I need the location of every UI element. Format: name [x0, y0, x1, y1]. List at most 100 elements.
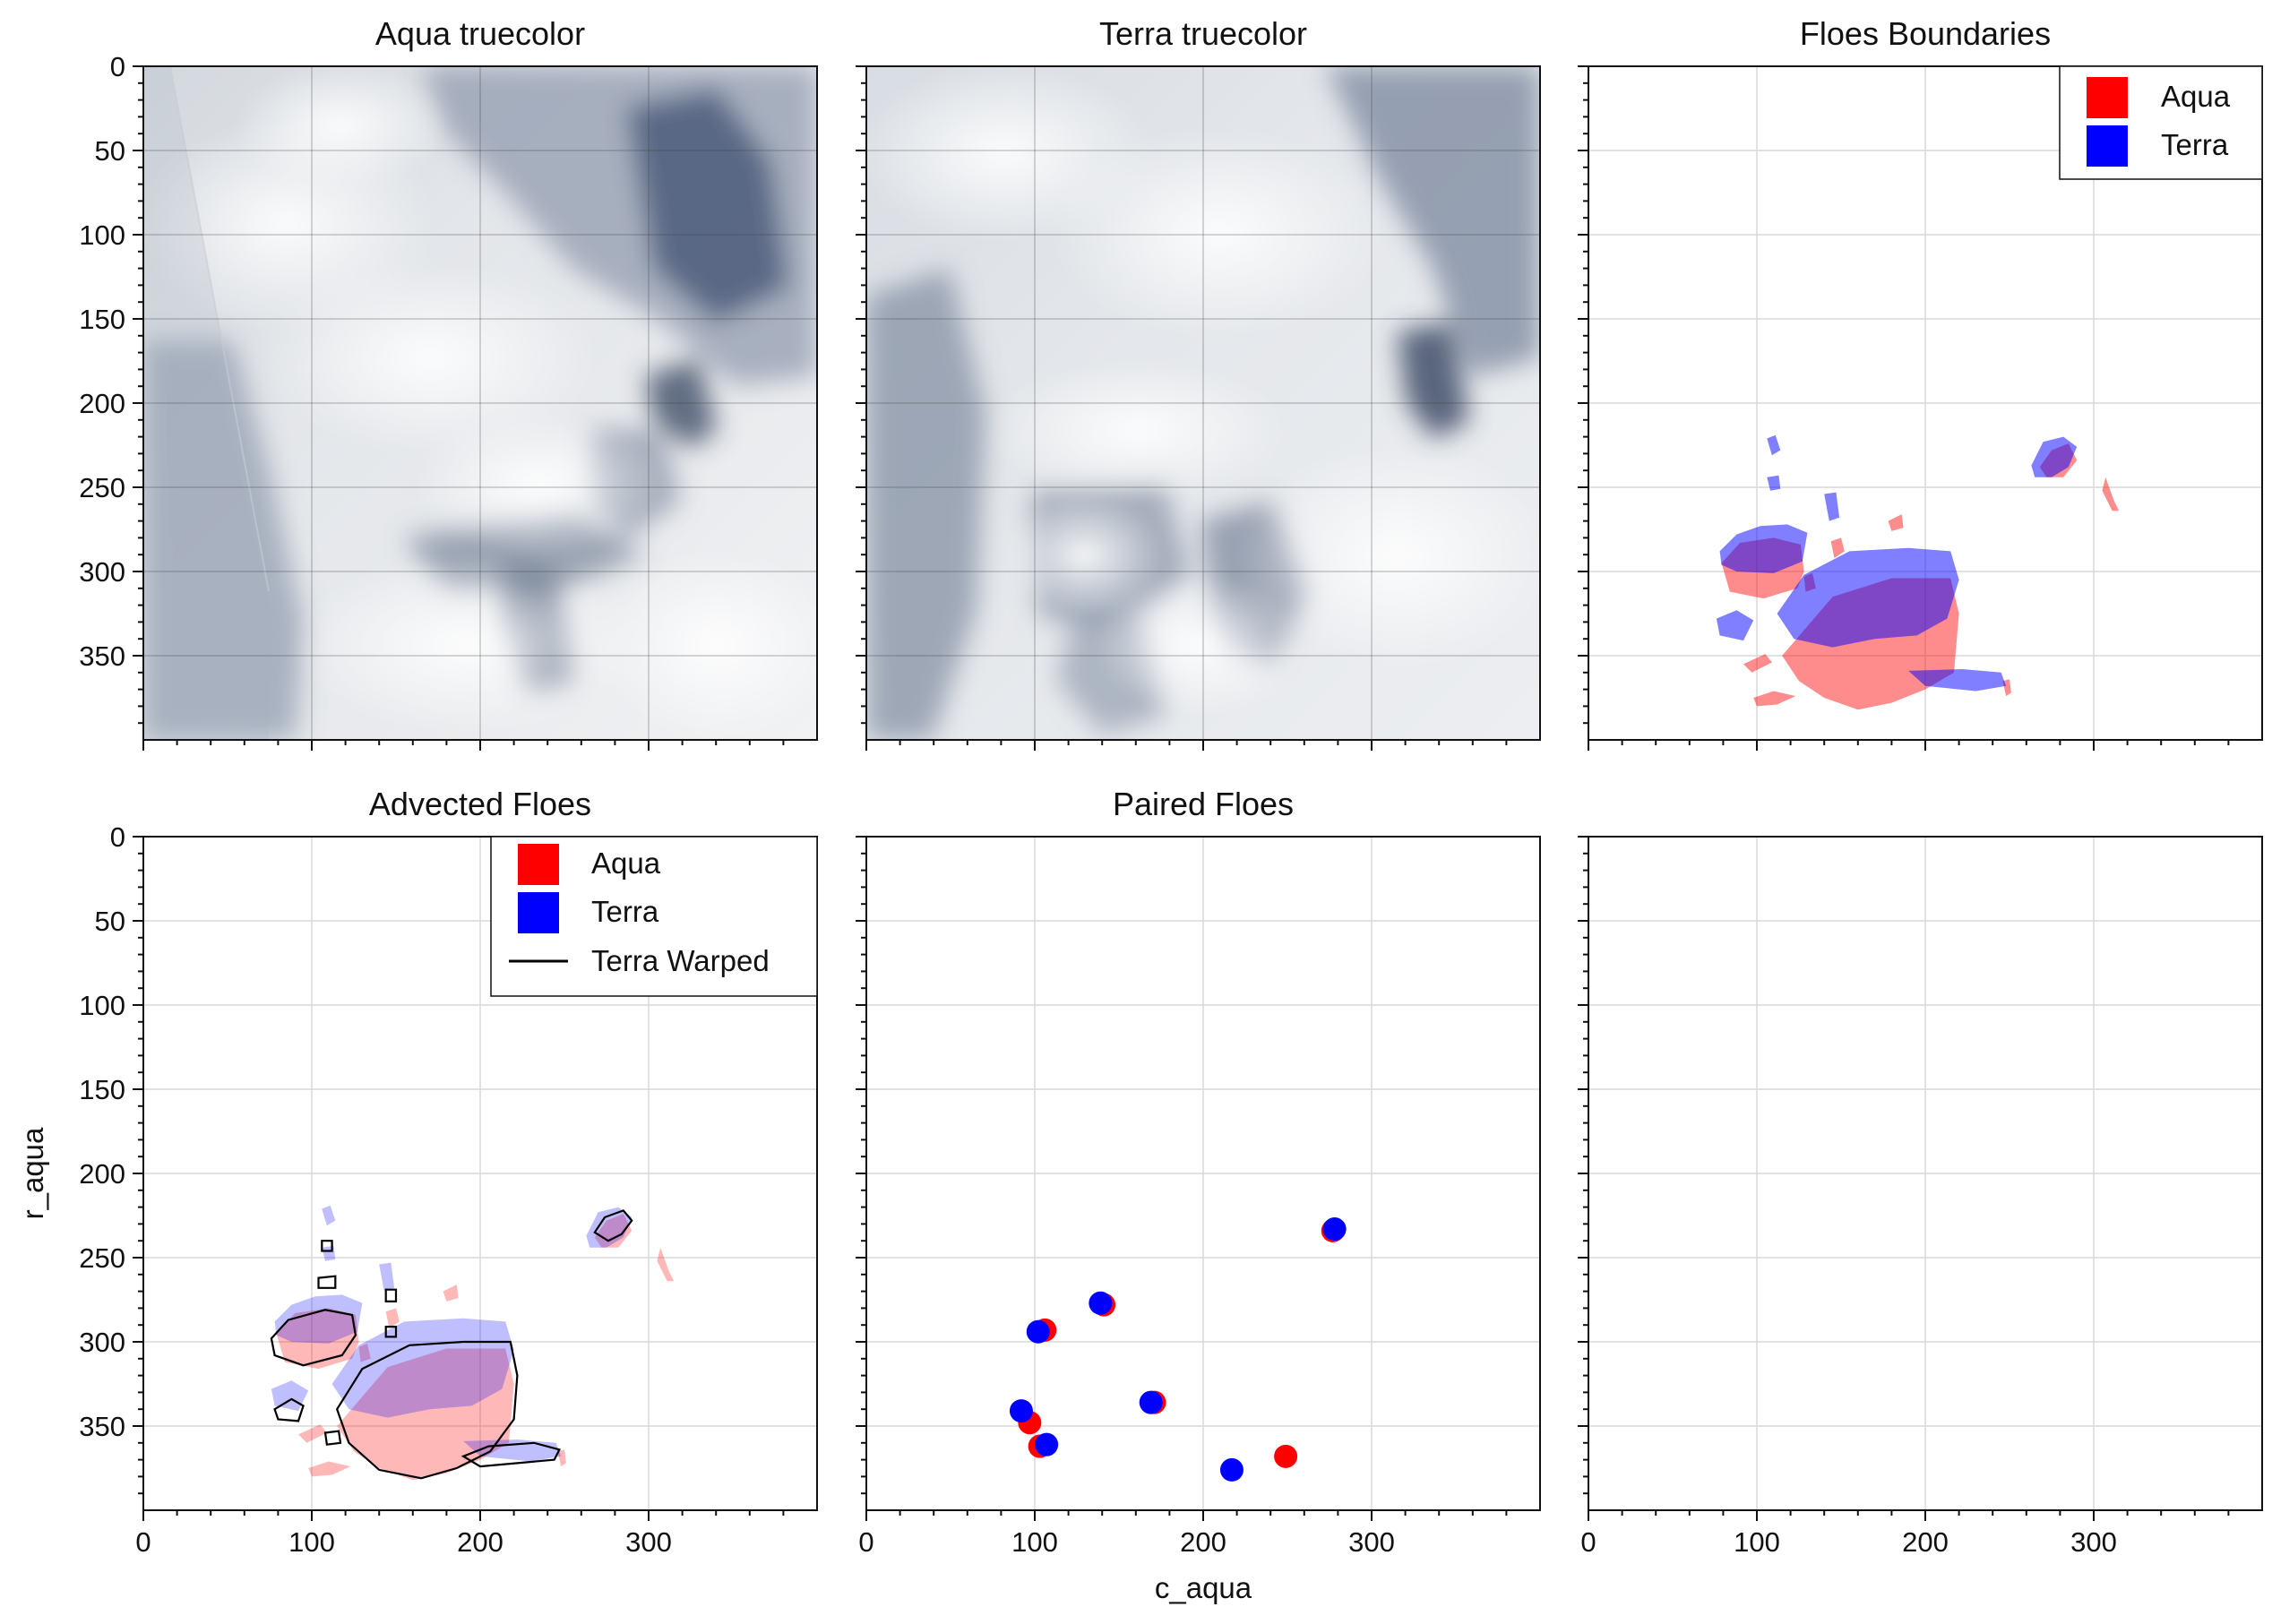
terra-floe-point [1089, 1291, 1113, 1315]
terra-floe-mask [274, 1294, 363, 1344]
terra-floe-mask [331, 1318, 514, 1418]
terra-floe-mask [1719, 524, 1808, 573]
aqua-floe-mask [1888, 514, 1904, 531]
aqua-floe-mask [1830, 537, 1845, 558]
panel-title: Advected Floes [369, 786, 591, 822]
legend-label-terra-warped: Terra Warped [591, 944, 770, 977]
terra-warped-outline [384, 1325, 398, 1338]
advected-floes-legend: Aqua Terra Terra Warped [490, 836, 818, 997]
x-tick-label: 100 [1734, 1526, 1780, 1558]
aqua-floe-mask [1743, 654, 1772, 673]
y-tick-label: 0 [110, 821, 125, 853]
terra-warped-outline [384, 1288, 398, 1303]
panel-terra-truecolor: Terra truecolor [856, 15, 1541, 751]
panel-title: Terra truecolor [1099, 15, 1307, 52]
panel-floes-boundaries: Floes Boundaries Aqua Terra [1578, 15, 2263, 751]
terra-floe-mask [1767, 434, 1781, 456]
terra-floe-mask [1824, 492, 1840, 521]
x-tick-label: 300 [2070, 1526, 2117, 1558]
terra-warped-outline [273, 1397, 305, 1422]
terra-truecolor-ticks [856, 65, 1508, 751]
terra-truecolor-grid [866, 66, 1540, 740]
panel-aqua-truecolor: 0 50 100 150 200 250 300 350 Aqua truecolor [79, 15, 818, 751]
x-tick-label: 200 [457, 1526, 503, 1558]
x-tick-label: 200 [1902, 1526, 1949, 1558]
y-tick-label: 350 [79, 640, 125, 672]
y-tick-label: 100 [79, 990, 125, 1021]
terra-floe-mask [2031, 436, 2078, 477]
aqua-floe-mask [298, 1424, 327, 1443]
legend-label-terra: Terra [591, 895, 659, 928]
legend-swatch-aqua [518, 844, 559, 885]
y-tick-label: 50 [95, 906, 125, 937]
y-tick-label: 300 [79, 1327, 125, 1358]
terra-floe-point [1026, 1319, 1050, 1344]
legend-label-aqua: Aqua [2161, 80, 2231, 113]
y-tick-label: 100 [79, 219, 125, 251]
terra-floe-mask [379, 1262, 395, 1292]
aqua-floe-mask [657, 1247, 675, 1282]
terra-floe-mask [1767, 475, 1781, 491]
terra-floe-mask [1777, 547, 1959, 648]
terra-floe-point [1322, 1217, 1347, 1242]
terra-warped-outline [335, 1340, 519, 1480]
legend-label-terra: Terra [2161, 128, 2229, 161]
aqua-floe-point [1274, 1444, 1298, 1468]
panel-title: Floes Boundaries [1800, 15, 2051, 52]
terra-truecolor-image [866, 66, 1540, 740]
terra-floe-mask [1716, 610, 1754, 641]
advected-floes-ticks: 0 50 100 150 200 250 300 350 0 100 200 300 [79, 821, 785, 1558]
x-axis-label: c_aqua [1155, 1571, 1252, 1604]
terra-warped-outline [317, 1275, 337, 1289]
terra-warped-outline [270, 1309, 357, 1367]
aqua-floe-mask [557, 1449, 566, 1467]
advected-floes-masks [270, 1205, 675, 1481]
y-tick-label: 150 [79, 1074, 125, 1105]
aqua-floe-mask [358, 1343, 371, 1362]
legend-swatch-terra [2087, 125, 2128, 167]
legend-label-aqua: Aqua [591, 846, 661, 880]
panel-title: Paired Floes [1113, 786, 1294, 822]
terra-floe-point [1009, 1399, 1033, 1423]
terra-warped-outline [323, 1430, 342, 1446]
aqua-floe-mask [2102, 477, 2120, 511]
y-tick-label: 0 [110, 51, 125, 82]
aqua-truecolor-grid [143, 66, 817, 740]
aqua-floe-mask [337, 1348, 514, 1481]
terra-warped-outline [593, 1209, 633, 1242]
aqua-floe-mask [308, 1461, 351, 1477]
y-tick-label: 250 [79, 1242, 125, 1274]
aqua-truecolor-image [143, 66, 817, 740]
y-tick-label: 200 [79, 1158, 125, 1190]
x-tick-label: 0 [135, 1526, 151, 1558]
legend-swatch-terra [518, 892, 559, 933]
terra-floe-point [1139, 1390, 1163, 1414]
aqua-truecolor-ticks: 0 50 100 150 200 250 300 350 [79, 51, 785, 751]
terra-floe-mask [322, 1205, 336, 1226]
floes-boundaries-ticks [1578, 65, 2230, 751]
paired-floes-ticks: 0 100 200 300 [856, 836, 1508, 1558]
x-tick-label: 0 [858, 1526, 874, 1558]
terra-floe-point [1035, 1432, 1059, 1456]
empty-panel-grid [1588, 837, 2262, 1510]
terra-warped-outline [321, 1240, 333, 1252]
y-axis-label: r_aqua [16, 1127, 49, 1219]
aqua-floe-mask [443, 1285, 459, 1302]
x-tick-label: 300 [1348, 1526, 1395, 1558]
y-tick-label: 150 [79, 304, 125, 335]
x-tick-label: 200 [1180, 1526, 1226, 1558]
terra-floe-mask [463, 1439, 562, 1462]
y-tick-label: 50 [95, 135, 125, 167]
floes-boundaries-masks [1716, 434, 2120, 710]
y-tick-label: 300 [79, 556, 125, 588]
legend-swatch-aqua [2087, 77, 2128, 118]
panel-title: Aqua truecolor [375, 15, 585, 52]
y-tick-label: 200 [79, 388, 125, 419]
x-tick-label: 0 [1580, 1526, 1596, 1558]
y-tick-label: 250 [79, 472, 125, 503]
paired-floes-grid [866, 837, 1540, 1510]
terra-floe-mask [1908, 669, 2007, 692]
aqua-floe-mask [276, 1308, 359, 1370]
panel-paired-floes: 0 100 200 300 Paired Floes [856, 786, 1541, 1558]
